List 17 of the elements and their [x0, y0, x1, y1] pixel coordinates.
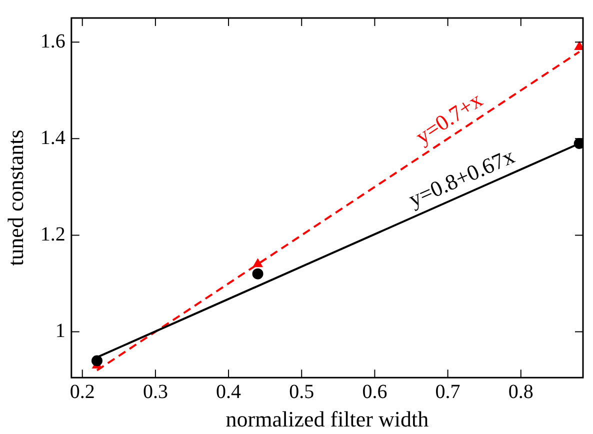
- point: [252, 258, 263, 268]
- x-tick-label: 0.8: [508, 380, 534, 403]
- y-tick-label: 1.6: [40, 30, 66, 52]
- x-tick-label: 0.7: [435, 380, 460, 403]
- x-tick-label: 0.4: [216, 380, 242, 403]
- x-axis-title: normalized filter width: [226, 406, 429, 432]
- y-tick-label: 1.4: [40, 126, 66, 149]
- y-tick-label: 1: [55, 320, 66, 342]
- y-axis-title: tuned constants: [2, 130, 28, 266]
- y-tick-label: 1.2: [40, 223, 66, 246]
- x-tick-label: 0.5: [289, 380, 314, 403]
- point: [91, 355, 102, 366]
- x-tick-label: 0.3: [142, 380, 168, 403]
- x-tick-label: 0.2: [70, 380, 95, 403]
- point: [574, 41, 583, 50]
- point: [252, 268, 264, 280]
- x-tick-label: 0.6: [362, 380, 388, 403]
